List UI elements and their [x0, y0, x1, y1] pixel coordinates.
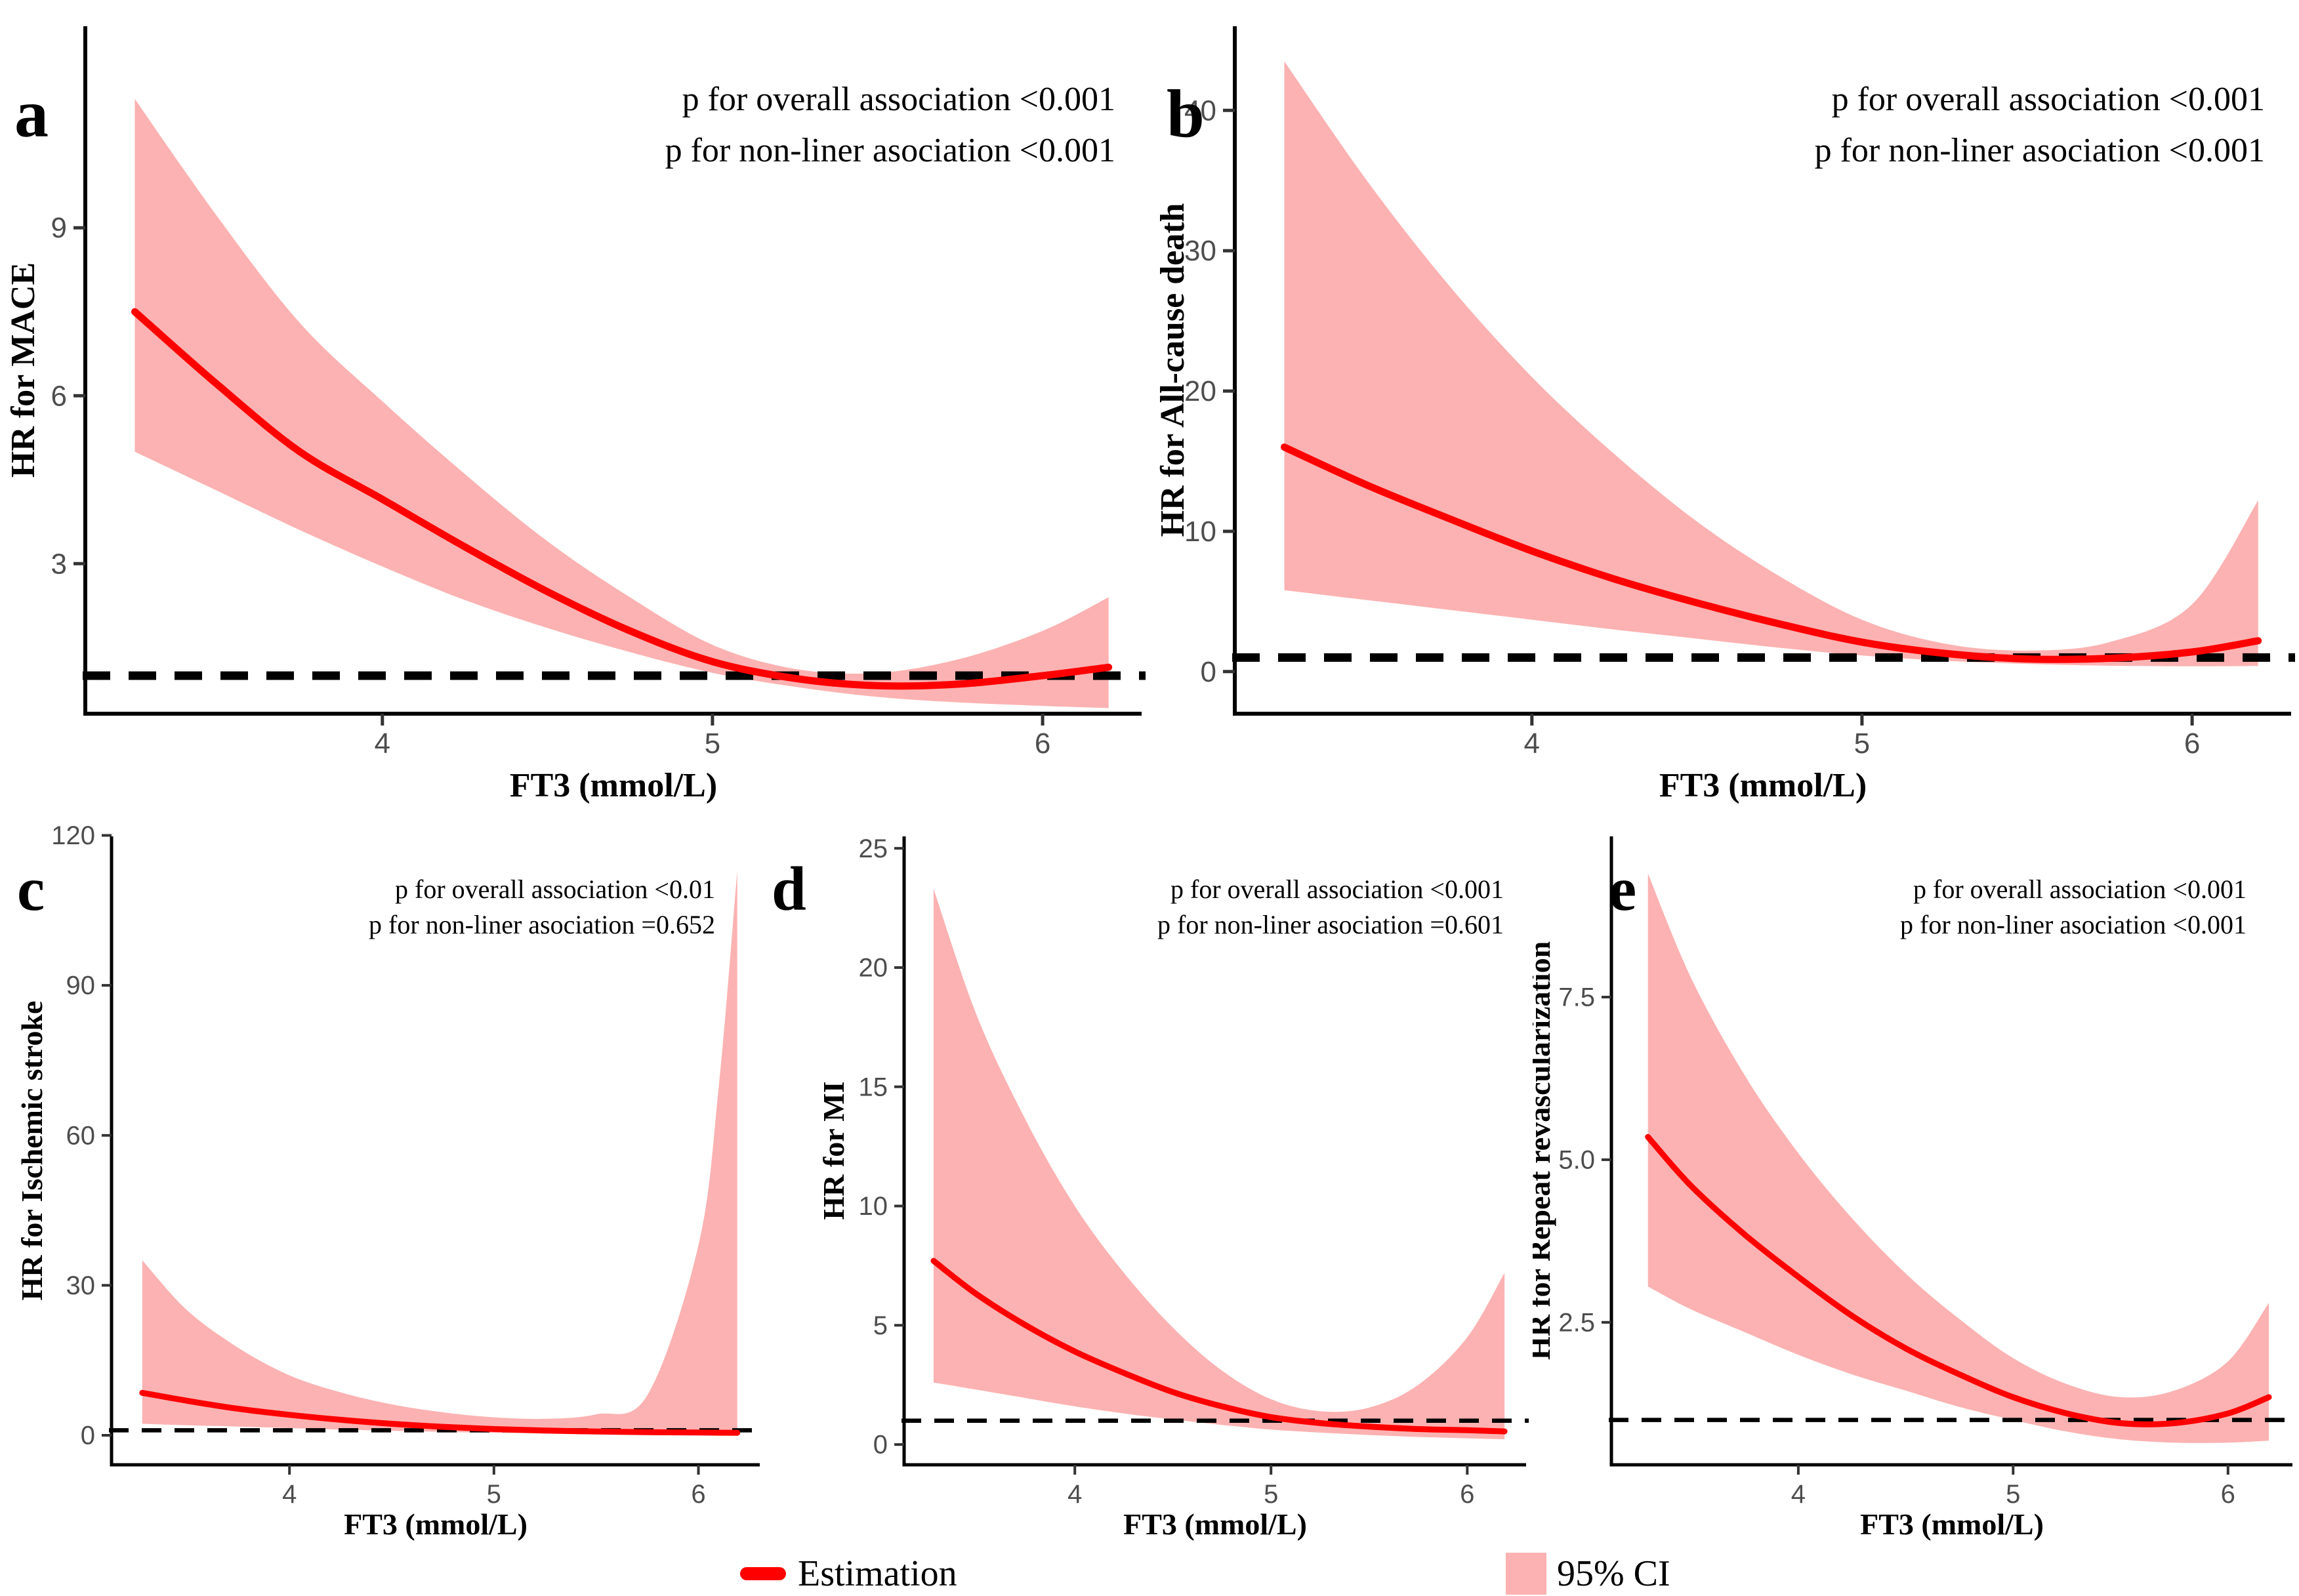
chart-d: 0 5 10 15 20 25 4 5 6 FT3 (mmol/L) HR for MI d p for…	[772, 834, 1529, 1541]
y-tick-label: 15	[859, 1073, 888, 1101]
x-tick-label: 4	[1067, 1480, 1082, 1509]
estimation-curve	[1645, 1134, 2272, 1427]
estimation-curve	[139, 1389, 741, 1436]
y-tick-label: 120	[51, 823, 95, 850]
x-tick-label: 4	[375, 727, 390, 760]
x-axis-title: FT3 (mmol/L)	[1659, 767, 1867, 804]
panel-b-all-cause-death: 0 10 20 30 40 4 5 6 FT3 (mmol/L) HR for All-cause…	[1150, 0, 2299, 823]
ci-band	[142, 870, 737, 1435]
x-tick-label: 5	[705, 727, 720, 760]
y-axis-title: HR for Ischemic stroke	[15, 1001, 49, 1301]
x-axis-title: FT3 (mmol/L)	[1123, 1507, 1307, 1541]
x-tick-label: 4	[1791, 1480, 1806, 1509]
y-tick-label: 5	[873, 1311, 888, 1340]
panel-letter-c: c	[17, 854, 45, 924]
y-tick-label: 60	[66, 1121, 96, 1150]
estimation-curve	[930, 1258, 1508, 1435]
panel-c-ischemic-stroke: 0 30 60 90 120 4 5 6 FT3 (mmol/L) HR for Ischemic…	[0, 821, 766, 1545]
x-axis-title: FT3 (mmol/L)	[1860, 1507, 2044, 1541]
ci-band	[1647, 873, 2269, 1443]
x-axis-title: FT3 (mmol/L)	[344, 1507, 528, 1541]
p-value-annotation: p for overall association <0.01	[395, 874, 715, 904]
y-axis-title: HR for Repeat revascularization	[1533, 941, 1556, 1360]
x-tick-label: 4	[282, 1480, 297, 1509]
y-tick-label: 5.0	[1558, 1146, 1595, 1175]
p-value-annotation: p for non-liner asociation <0.001	[665, 132, 1115, 169]
ci-band	[135, 98, 1109, 708]
y-tick-label: 30	[66, 1271, 96, 1300]
top-row: 3 6 9 4 5 6 FT3 (mmol/L) HR for MACE a p for over…	[0, 0, 2299, 823]
legend-estimation-label: Estimation	[798, 1553, 957, 1594]
ci-band	[933, 889, 1505, 1440]
chart-a: 3 6 9 4 5 6 FT3 (mmol/L) HR for MACE a p for over…	[5, 26, 1146, 804]
chart-b: 0 10 20 30 40 4 5 6 FT3 (mmol/L) HR for All-cause…	[1154, 26, 2295, 804]
p-value-annotation: p for non-liner asociation =0.601	[1157, 910, 1504, 939]
panel-letter-e: e	[1609, 854, 1636, 924]
y-tick-label: 0	[81, 1422, 95, 1450]
panel-e-repeat-revascularization: 2.5 5.0 7.5 4 5 6 FT3 (mmol/L) HR for Repeat re…	[1523, 823, 2299, 1545]
panel-letter-d: d	[772, 854, 806, 924]
y-tick-label: 3	[51, 548, 67, 580]
x-tick-label: 5	[487, 1480, 501, 1509]
x-tick-label: 6	[1035, 727, 1050, 760]
p-value-annotation: p for non-liner asociation =0.652	[369, 910, 715, 939]
panel-a-mace: 3 6 9 4 5 6 FT3 (mmol/L) HR for MACE a p for over…	[0, 0, 1150, 823]
y-tick-label: 9	[51, 212, 67, 244]
chart-e: 2.5 5.0 7.5 4 5 6 FT3 (mmol/L) HR for Repeat re…	[1523, 836, 2295, 1541]
x-tick-label: 4	[1524, 727, 1540, 760]
y-tick-label: 6	[51, 380, 67, 412]
p-value-annotation: p for non-liner asociation <0.001	[1815, 132, 2265, 169]
x-tick-label: 5	[1264, 1480, 1278, 1509]
y-tick-label: 10	[859, 1192, 888, 1221]
y-tick-label: 40	[1184, 94, 1216, 127]
figure-legend: Estimation 95% CI	[0, 1545, 2299, 1596]
ci-band-swatch	[1506, 1553, 1546, 1595]
x-axis-title: FT3 (mmol/L)	[510, 767, 717, 804]
ci-band	[1284, 61, 2258, 666]
y-tick-label: 90	[66, 972, 96, 1000]
x-tick-label: 6	[691, 1480, 705, 1509]
x-tick-label: 6	[2184, 727, 2200, 760]
bottom-row: 0 30 60 90 120 4 5 6 FT3 (mmol/L) HR for Ischemic…	[0, 821, 2299, 1545]
y-axis-title: HR for MI	[817, 1081, 850, 1219]
y-tick-label: 0	[873, 1431, 888, 1460]
p-value-annotation: p for overall association <0.001	[1913, 874, 2247, 904]
p-value-annotation: p for overall association <0.001	[1832, 81, 2265, 118]
y-tick-label: 10	[1184, 516, 1216, 548]
y-axis-title: HR for All-cause death	[1154, 203, 1191, 537]
y-tick-label: 20	[859, 954, 888, 983]
y-tick-label: 2.5	[1558, 1308, 1595, 1337]
x-tick-label: 5	[1854, 727, 1870, 760]
estimation-curve	[1281, 443, 2262, 663]
p-value-annotation: p for non-liner asociation <0.001	[1900, 910, 2247, 939]
p-value-annotation: p for overall association <0.001	[1170, 874, 1504, 904]
y-tick-label: 0	[1201, 656, 1216, 688]
y-axis-title: HR for MACE	[5, 262, 42, 478]
estimation-curve	[131, 308, 1113, 690]
y-tick-label: 30	[1184, 235, 1216, 267]
panel-d-mi: 0 5 10 15 20 25 4 5 6 FT3 (mmol/L) HR for MI d p for…	[766, 823, 1533, 1545]
estimation-line-swatch	[740, 1567, 786, 1580]
chart-c: 0 30 60 90 120 4 5 6 FT3 (mmol/L) HR for Ischemic…	[15, 821, 762, 1541]
y-tick-label: 20	[1184, 375, 1216, 407]
panel-letter-b: b	[1167, 76, 1205, 152]
x-tick-label: 5	[2006, 1480, 2020, 1509]
legend-ci-label: 95% CI	[1557, 1553, 1670, 1594]
y-tick-label: 25	[859, 834, 888, 863]
y-tick-label: 7.5	[1558, 983, 1595, 1012]
x-tick-label: 6	[2221, 1480, 2235, 1509]
legend-ci: 95% CI	[1506, 1545, 1670, 1596]
x-tick-label: 6	[1460, 1480, 1474, 1509]
p-value-annotation: p for overall association <0.001	[682, 81, 1115, 118]
panel-letter-a: a	[14, 76, 49, 152]
legend-estimation: Estimation	[740, 1545, 957, 1596]
